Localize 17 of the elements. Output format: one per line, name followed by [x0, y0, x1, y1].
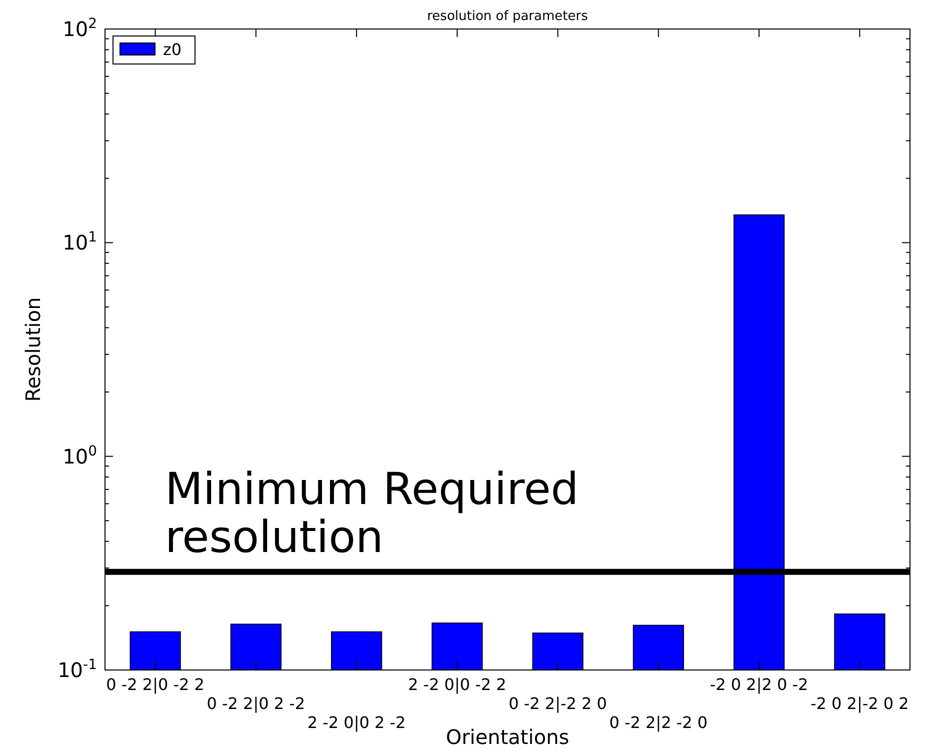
x-tick-label: 0 -2 2|-2 2 0: [508, 694, 607, 713]
y-tick-label: 10$^{2}$: [62, 16, 97, 41]
y-tick-label: 10$^{1}$: [62, 230, 97, 255]
x-tick-label: 0 -2 2|0 -2 2: [106, 675, 204, 694]
x-tick-label: -2 0 2|2 0 -2: [710, 675, 808, 694]
x-tick-label: -2 0 2|-2 0 2: [810, 694, 909, 713]
y-tick-label: 10$^{-1}$: [58, 657, 97, 682]
y-tick-label: 10$^{0}$: [62, 443, 97, 468]
x-axis-title: Orientations: [446, 725, 570, 749]
y-axis-title: Resolution: [21, 297, 45, 402]
x-tick-label: 0 -2 2|0 2 -2: [206, 694, 306, 713]
ref-line-label: Minimum Required resolution: [165, 464, 579, 563]
legend-label: z0: [163, 40, 182, 59]
x-tick-label: 0 -2 2|2 -2 0: [609, 713, 708, 732]
chart-title: resolution of parameters: [427, 9, 588, 24]
x-tick-label: 2 -2 0|0 2 -2: [307, 713, 406, 732]
x-tick-label: 2 -2 0|0 -2 2: [408, 675, 506, 694]
